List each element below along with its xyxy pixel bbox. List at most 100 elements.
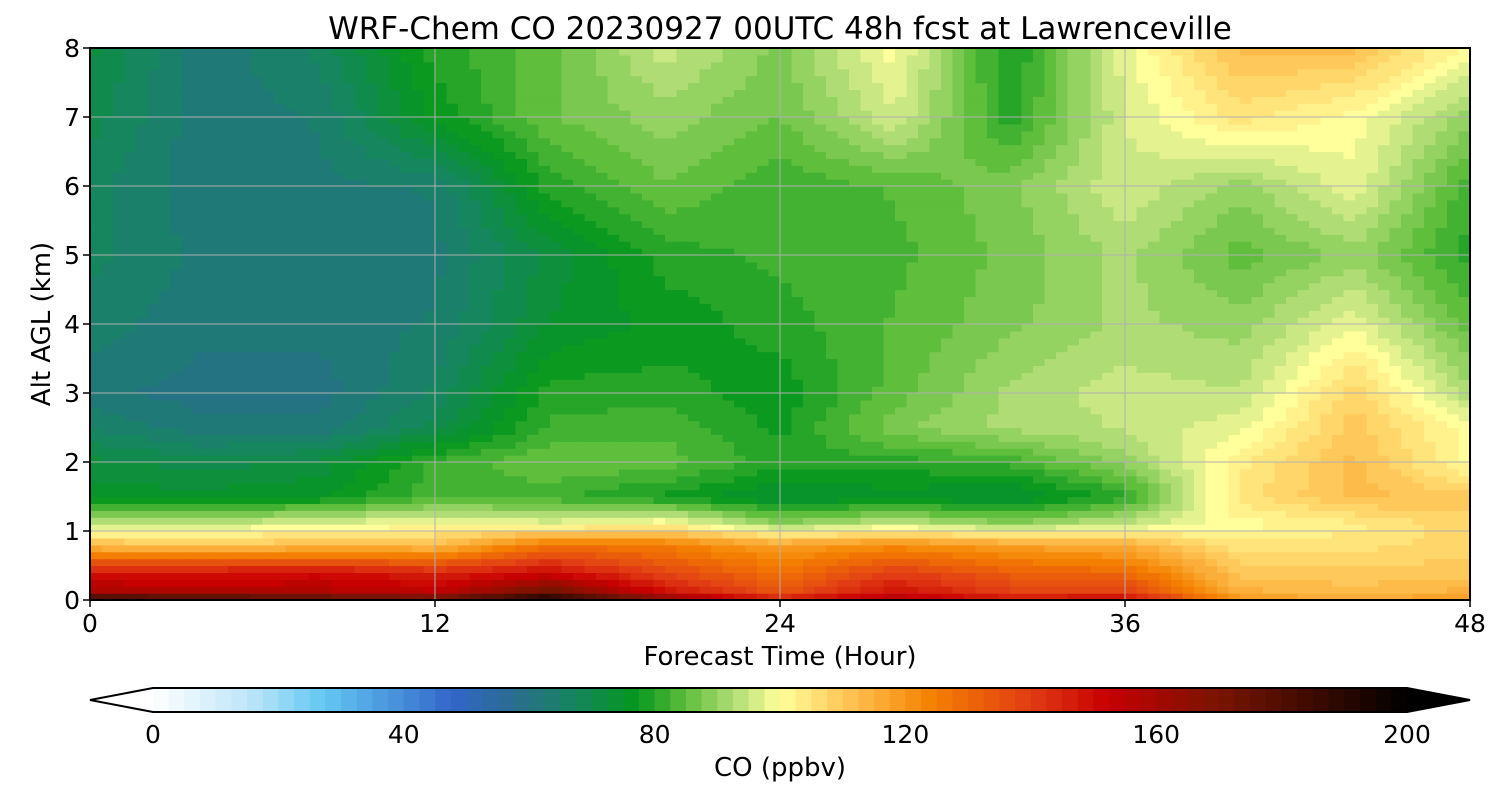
- heatmap-cell: [573, 572, 586, 580]
- heatmap-cell: [1102, 413, 1115, 422]
- heatmap-cell: [1309, 455, 1322, 463]
- heatmap-cell: [481, 579, 494, 587]
- heatmap-cell: [699, 572, 712, 580]
- heatmap-cell: [975, 372, 988, 380]
- heatmap-cell: [688, 558, 701, 567]
- heatmap-cell: [906, 489, 919, 498]
- heatmap-cell: [607, 358, 620, 366]
- heatmap-cell: [1309, 393, 1322, 401]
- heatmap-cell: [791, 379, 804, 387]
- heatmap-cell: [492, 317, 505, 325]
- heatmap-cell: [216, 482, 229, 491]
- heatmap-cell: [1010, 330, 1023, 339]
- heatmap-cell: [826, 468, 839, 477]
- heatmap-cell: [377, 468, 390, 477]
- heatmap-cell: [1228, 468, 1241, 477]
- heatmap-cell: [446, 365, 459, 373]
- heatmap-cell: [1251, 441, 1264, 449]
- heatmap-cell: [607, 393, 620, 401]
- heatmap-cell: [584, 441, 597, 449]
- heatmap-cell: [745, 324, 758, 332]
- heatmap-cell: [722, 586, 735, 594]
- heatmap-cell: [550, 434, 563, 442]
- heatmap-cell: [1263, 344, 1276, 353]
- heatmap-cell: [837, 324, 850, 332]
- heatmap-cell: [1447, 544, 1460, 553]
- heatmap-cell: [469, 386, 482, 394]
- heatmap-cell: [1309, 482, 1322, 491]
- heatmap-cell: [1412, 489, 1425, 498]
- heatmap-cell: [642, 537, 655, 546]
- heatmap-cell: [1320, 517, 1333, 525]
- heatmap-cell: [607, 510, 620, 518]
- heatmap-cell: [1090, 558, 1103, 567]
- heatmap-cell: [170, 537, 183, 546]
- heatmap-cell: [837, 317, 850, 325]
- heatmap-cell: [665, 310, 678, 318]
- heatmap-cell: [297, 351, 310, 360]
- heatmap-cell: [1366, 572, 1379, 580]
- heatmap-cell: [1033, 586, 1046, 594]
- heatmap-cell: [722, 372, 735, 380]
- heatmap-cell: [435, 537, 448, 546]
- heatmap-cell: [1297, 462, 1310, 470]
- heatmap-cell: [297, 344, 310, 353]
- heatmap-cell: [458, 337, 471, 346]
- heatmap-cell: [1033, 496, 1046, 504]
- heatmap-cell: [285, 593, 298, 601]
- heatmap-cell: [768, 344, 781, 353]
- heatmap-cell: [354, 434, 367, 442]
- heatmap-cell: [1136, 386, 1149, 394]
- heatmap-cell: [791, 593, 804, 601]
- heatmap-cell: [711, 330, 724, 339]
- heatmap-cell: [538, 434, 551, 442]
- heatmap-cell: [147, 579, 160, 587]
- heatmap-cell: [1159, 406, 1172, 415]
- heatmap-cell: [1090, 455, 1103, 463]
- heatmap-cell: [90, 455, 103, 463]
- heatmap-cell: [182, 330, 195, 339]
- heatmap-cell: [895, 406, 908, 415]
- heatmap-cell: [1274, 441, 1287, 449]
- heatmap-cell: [860, 324, 873, 332]
- heatmap-cell: [1113, 386, 1126, 394]
- heatmap-cell: [757, 351, 770, 360]
- heatmap-cell: [964, 593, 977, 601]
- heatmap-cell: [1090, 510, 1103, 518]
- heatmap-cell: [1251, 482, 1264, 491]
- heatmap-cell: [308, 496, 321, 504]
- heatmap-cell: [849, 462, 862, 470]
- heatmap-cell: [1205, 406, 1218, 415]
- heatmap-cell: [734, 524, 747, 532]
- heatmap-cell: [1194, 379, 1207, 387]
- heatmap-cell: [918, 413, 931, 422]
- heatmap-cell: [274, 379, 287, 387]
- heatmap-cell: [136, 379, 149, 387]
- heatmap-cell: [780, 358, 793, 366]
- heatmap-cell: [1217, 468, 1230, 477]
- heatmap-cell: [1044, 441, 1057, 449]
- heatmap-cell: [1056, 475, 1069, 484]
- heatmap-cell: [481, 448, 494, 456]
- heatmap-cell: [584, 337, 597, 346]
- heatmap-cell: [941, 462, 954, 470]
- heatmap-cell: [573, 372, 586, 380]
- heatmap-cell: [1182, 496, 1195, 504]
- heatmap-cell: [1389, 344, 1402, 353]
- heatmap-cell: [412, 413, 425, 422]
- heatmap-cell: [1355, 441, 1368, 449]
- heatmap-cell: [561, 317, 574, 325]
- heatmap-cell: [1171, 572, 1184, 580]
- heatmap-cell: [1079, 448, 1092, 456]
- heatmap-cell: [320, 468, 333, 477]
- heatmap-cell: [814, 448, 827, 456]
- heatmap-cell: [147, 386, 160, 394]
- heatmap-cell: [205, 544, 218, 553]
- heatmap-cell: [1102, 386, 1115, 394]
- heatmap-cell: [147, 358, 160, 366]
- heatmap-cell: [1021, 379, 1034, 387]
- heatmap-cell: [1079, 358, 1092, 366]
- heatmap-cell: [239, 579, 252, 587]
- heatmap-cell: [1412, 393, 1425, 401]
- heatmap-cell: [1102, 496, 1115, 504]
